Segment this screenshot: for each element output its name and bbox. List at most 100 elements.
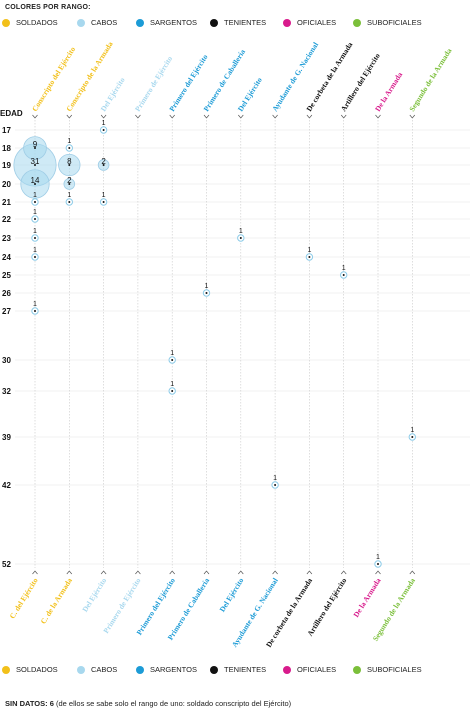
chevron-down-icon: [169, 114, 175, 119]
data-label: 8: [67, 157, 72, 166]
data-label: 1: [170, 350, 174, 357]
age-tick-label: 27: [2, 307, 11, 316]
legend-label: SUBOFICIALES: [367, 18, 422, 27]
age-tick-label: 23: [2, 234, 11, 243]
legend-label: TENIENTES: [224, 665, 267, 674]
data-label: 1: [376, 554, 380, 561]
chevron-down-icon: [100, 114, 107, 119]
data-label: 1: [67, 138, 71, 145]
data-point-dot: [34, 164, 36, 166]
data-point-dot: [102, 129, 105, 131]
data-point-dot: [68, 183, 71, 185]
data-label: 2: [101, 157, 106, 166]
age-tick-label: 39: [2, 433, 11, 442]
data-label: 2: [67, 176, 72, 185]
data-label: 1: [342, 265, 346, 272]
y-axis-title: EDAD: [0, 109, 23, 118]
column-label-bottom: C. del Ejército: [8, 576, 40, 620]
legend-item-soldados: SOLDADOS: [2, 665, 58, 674]
legend-dot: [136, 18, 144, 27]
legend-label: SARGENTOS: [150, 665, 197, 674]
column-label-top: Del Ejército: [236, 76, 264, 114]
data-label: 1: [33, 192, 37, 199]
data-point-dot: [205, 292, 208, 294]
data-label: 1: [67, 192, 71, 199]
data-point-dot: [102, 201, 105, 203]
legend-dot: [210, 18, 218, 27]
age-tick-label: 18: [2, 144, 11, 153]
data-point-dot: [34, 147, 36, 149]
age-tick-label: 17: [2, 126, 11, 135]
chevron-down-icon: [66, 114, 73, 119]
data-point-dot: [102, 164, 105, 166]
data-point-dot: [34, 310, 36, 312]
age-tick-label: 30: [2, 356, 11, 365]
chevron-down-icon: [409, 114, 416, 119]
legend-item-sargentos: SARGENTOS: [136, 18, 197, 27]
legend-bottom: SOLDADOS CABOS SARGENTOS TENIENTES OFICI…: [0, 665, 474, 679]
data-point-dot: [34, 256, 36, 258]
chevron-down-icon: [272, 114, 278, 119]
data-point-dot: [34, 183, 36, 185]
column-label-bottom: C. de la Armada: [39, 576, 75, 626]
chevron-up-icon: [66, 570, 73, 575]
data-point-dot: [68, 201, 71, 203]
legend-label: TENIENTES: [224, 18, 267, 27]
column-label-bottom: De la Armada: [351, 576, 382, 619]
data-label: 1: [205, 283, 209, 290]
legend-dot: [2, 18, 10, 27]
chevron-up-icon: [32, 570, 38, 575]
data-label: 1: [102, 192, 106, 199]
column-label-bottom: Artillero del Ejército: [305, 576, 348, 638]
chevron-up-icon: [100, 570, 107, 575]
chevron-up-icon: [238, 570, 244, 575]
data-label: 14: [31, 176, 40, 185]
data-point-dot: [411, 436, 414, 438]
data-point-dot: [34, 237, 36, 239]
chevron-up-icon: [409, 570, 416, 575]
age-tick-label: 25: [2, 271, 11, 280]
footnote-bold: SIN DATOS: 6: [5, 699, 54, 708]
legend-dot: [77, 665, 85, 674]
legend-label: OFICIALES: [297, 665, 337, 674]
data-point-dot: [68, 164, 71, 166]
chevron-up-icon: [169, 570, 175, 575]
legend-dot: [77, 18, 85, 27]
data-point-dot: [34, 201, 36, 203]
legend-label: SOLDADOS: [16, 665, 58, 674]
chevron-down-icon: [340, 114, 347, 119]
legend-dot: [283, 18, 291, 27]
age-tick-label: 42: [2, 481, 11, 490]
data-point-dot: [274, 484, 277, 486]
legend-item-oficiales: OFICIALES: [283, 665, 336, 674]
column-label-bottom: Del Ejército: [218, 576, 246, 614]
legend-item-suboficiales: SUBOFICIALES: [353, 665, 422, 674]
data-point-dot: [171, 359, 174, 361]
age-tick-label: 21: [2, 198, 11, 207]
column-label-top: Primero de Ejército: [133, 54, 174, 113]
legend-dot: [353, 18, 361, 27]
data-point-dot: [342, 274, 345, 276]
column-label-bottom: Primero de Ejército: [101, 576, 142, 635]
legend-label: SOLDADOS: [16, 18, 58, 27]
age-tick-label: 24: [2, 253, 11, 262]
age-tick-label: 22: [2, 215, 11, 224]
data-label: 31: [31, 157, 40, 166]
column-label-top: De la Armada: [373, 70, 404, 113]
data-label: 1: [33, 301, 37, 308]
age-tick-label: 19: [2, 161, 11, 170]
legend-item-tenientes: TENIENTES: [210, 18, 266, 27]
legend-item-cabos: CABOS: [77, 18, 117, 27]
data-label: 1: [33, 228, 37, 235]
legend-dot: [210, 665, 218, 674]
data-point-dot: [34, 218, 36, 220]
chevron-down-icon: [135, 114, 141, 119]
legend-label: CABOS: [91, 18, 118, 27]
legend-item-tenientes: TENIENTES: [210, 665, 266, 674]
legend-item-oficiales: OFICIALES: [283, 18, 336, 27]
legend-item-sargentos: SARGENTOS: [136, 665, 197, 674]
data-point-dot: [239, 237, 242, 239]
legend-label: CABOS: [91, 665, 118, 674]
legend-dot: [2, 665, 10, 674]
